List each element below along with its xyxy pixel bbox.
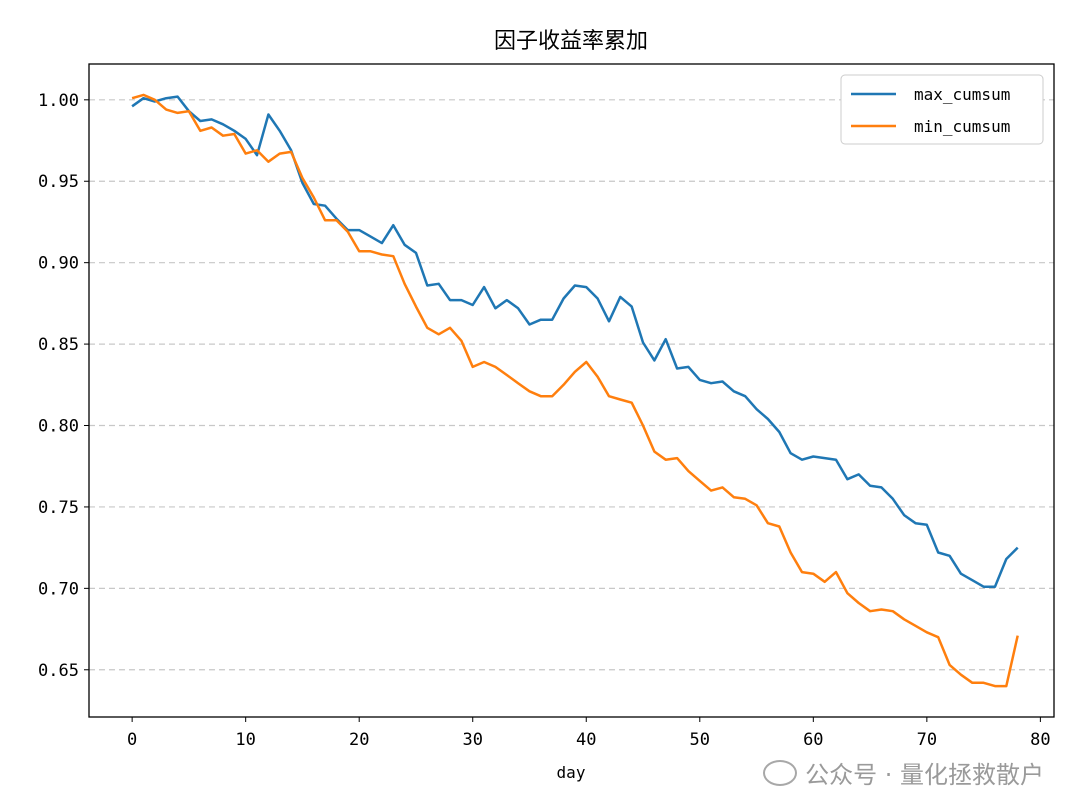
legend-label-min-cumsum: min_cumsum bbox=[914, 117, 1010, 136]
y-tick-label: 0.85 bbox=[38, 335, 79, 355]
legend-label-max-cumsum: max_cumsum bbox=[914, 85, 1010, 104]
chart-title: 因子收益率累加 bbox=[494, 29, 648, 54]
y-tick-label: 0.70 bbox=[38, 579, 79, 599]
series-line-max-cumsum bbox=[131, 95, 1019, 588]
x-tick-label: 80 bbox=[1030, 730, 1050, 750]
x-tick-label: 40 bbox=[576, 730, 596, 750]
series-line-min-cumsum bbox=[131, 93, 1019, 688]
x-tick-label: 0 bbox=[127, 730, 137, 750]
y-tick-label: 0.80 bbox=[38, 417, 79, 437]
x-tick-label: 20 bbox=[349, 730, 369, 750]
x-tick-label: 60 bbox=[803, 730, 823, 750]
y-tick-label: 0.65 bbox=[38, 661, 79, 681]
x-tick-label: 10 bbox=[235, 730, 255, 750]
wechat-icon bbox=[763, 759, 798, 786]
watermark: 公众号 · 量化拯救散户 bbox=[763, 755, 1044, 790]
x-axis-label: day bbox=[557, 763, 586, 782]
x-tick-label: 70 bbox=[917, 730, 937, 750]
y-tick-label: 1.00 bbox=[38, 91, 79, 111]
x-tick-label: 30 bbox=[462, 730, 482, 750]
x-tick-label: 50 bbox=[690, 730, 710, 750]
legend: max_cumsum min_cumsum bbox=[840, 74, 1044, 145]
plot-frame bbox=[88, 63, 1055, 718]
y-tick-label: 0.95 bbox=[38, 172, 79, 192]
watermark-text: 公众号 · 量化拯救散户 bbox=[805, 761, 1044, 789]
y-tick-label: 0.75 bbox=[38, 498, 79, 518]
y-tick-label: 0.90 bbox=[38, 254, 79, 274]
